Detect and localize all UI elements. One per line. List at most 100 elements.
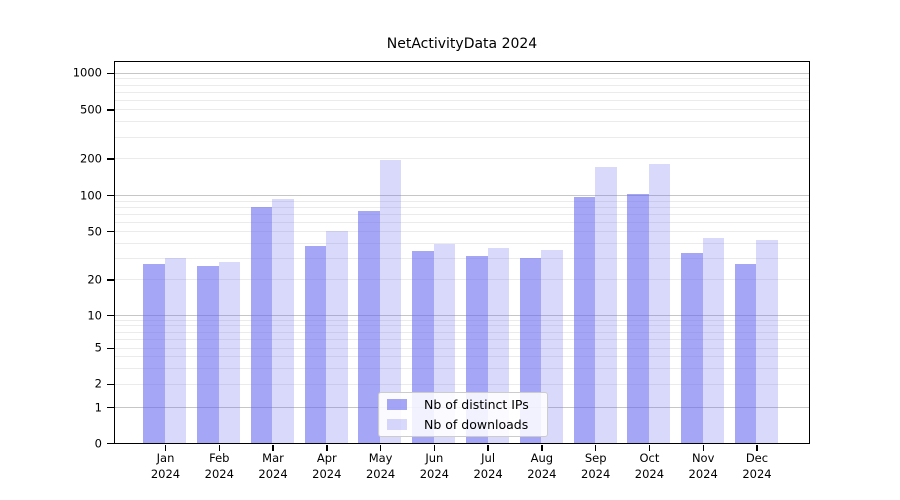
minor-gridline-60 — [115, 221, 809, 223]
y-tick-label-1: 1 — [94, 399, 102, 414]
minor-gridline-600 — [115, 99, 809, 101]
bar-ips-jan — [143, 263, 165, 443]
bar-ips-dec — [734, 263, 757, 443]
bar-ips-may — [358, 210, 380, 443]
x-tick-jun — [433, 444, 436, 451]
x-tick-feb — [218, 444, 220, 451]
x-tick-label-year: 2024 — [634, 467, 665, 481]
x-tick-label-month: Aug — [530, 451, 554, 465]
x-tick-label-year: 2024 — [419, 467, 449, 481]
x-tick-label-may: May 2024 — [349, 450, 413, 482]
major-gridline-1000 — [115, 72, 809, 74]
bar-ips-feb — [197, 265, 219, 443]
minor-gridline-500 — [115, 109, 809, 111]
legend-swatch-downloads — [387, 419, 407, 430]
x-tick-label-year: 2024 — [742, 467, 772, 481]
minor-gridline-9 — [115, 319, 809, 321]
bar-downloads-feb — [218, 261, 241, 443]
minor-gridline-900 — [115, 78, 809, 80]
minor-gridline-80 — [115, 206, 809, 208]
y-tick-500 — [106, 109, 114, 111]
minor-gridline-70 — [115, 213, 809, 215]
legend-label-downloads: Nb of downloads — [424, 417, 529, 432]
bar-ips-mar — [250, 206, 273, 443]
x-tick-label-oct: Oct 2024 — [617, 450, 681, 482]
x-tick-label-year: 2024 — [312, 467, 342, 481]
minor-gridline-30 — [115, 258, 809, 260]
y-tick-label-5: 5 — [94, 340, 102, 355]
x-tick-jul — [487, 444, 489, 451]
bar-downloads-sep — [595, 166, 617, 443]
x-tick-label-aug: Aug 2024 — [510, 450, 574, 482]
x-tick-label-month: Jul — [481, 451, 496, 465]
x-tick-label-month: Oct — [639, 451, 660, 465]
x-tick-label-nov: Nov 2024 — [671, 450, 735, 482]
x-tick-label-month: Nov — [691, 451, 715, 465]
x-tick-sep — [594, 444, 597, 451]
x-tick-label-month: Apr — [316, 451, 337, 465]
y-tick-label-0: 0 — [94, 435, 102, 450]
legend: Nb of distinct IPs Nb of downloads — [378, 392, 548, 437]
bar-downloads-jan — [164, 258, 187, 443]
y-tick-label-50: 50 — [87, 223, 102, 238]
minor-gridline-800 — [115, 84, 809, 86]
y-tick-1 — [106, 406, 114, 409]
x-tick-nov — [702, 444, 704, 451]
legend-row-ips: Nb of distinct IPs — [379, 395, 547, 415]
x-tick-may — [379, 444, 382, 451]
minor-gridline-300 — [115, 136, 809, 138]
x-tick-label-dec: Dec 2024 — [725, 450, 789, 482]
plot-area — [114, 61, 810, 444]
minor-gridline-5 — [115, 347, 809, 349]
x-tick-label-month: Jan — [156, 451, 175, 465]
x-tick-oct — [648, 444, 651, 451]
x-tick-jan — [164, 444, 167, 451]
x-tick-label-year: 2024 — [258, 467, 288, 481]
minor-gridline-3 — [115, 367, 809, 369]
bar-downloads-dec — [756, 240, 778, 443]
x-tick-label-year: 2024 — [473, 467, 503, 481]
x-tick-label-year: 2024 — [527, 467, 557, 481]
bar-ips-apr — [304, 245, 327, 443]
y-tick-label-1000: 1000 — [72, 65, 102, 80]
minor-gridline-7 — [115, 331, 809, 333]
y-tick-label-100: 100 — [80, 187, 102, 202]
x-tick-label-jan: Jan 2024 — [134, 450, 198, 482]
y-tick-label-500: 500 — [80, 102, 102, 117]
x-tick-label-year: 2024 — [204, 467, 234, 481]
x-tick-label-month: Mar — [262, 451, 284, 465]
x-tick-label-year: 2024 — [581, 467, 611, 481]
x-tick-label-apr: Apr 2024 — [295, 450, 359, 482]
y-tick-label-200: 200 — [80, 151, 102, 166]
x-tick-label-jun: Jun 2024 — [402, 450, 466, 482]
x-tick-dec — [756, 444, 758, 451]
chart-title: NetActivityData 2024 — [386, 36, 538, 52]
bar-ips-oct — [627, 194, 649, 443]
y-tick-label-2: 2 — [94, 376, 102, 391]
y-tick-10 — [106, 314, 114, 317]
x-tick-label-month: Feb — [209, 451, 230, 465]
bar-downloads-apr — [326, 231, 348, 443]
minor-gridline-8 — [115, 325, 809, 327]
x-tick-label-month: Jun — [425, 451, 444, 465]
y-tick-200 — [106, 158, 114, 160]
x-tick-label-jul: Jul 2024 — [456, 450, 520, 482]
legend-swatch-ips — [387, 399, 407, 410]
minor-gridline-50 — [115, 231, 809, 233]
bar-downloads-nov — [702, 237, 725, 443]
x-tick-apr — [326, 444, 328, 451]
legend-row-downloads: Nb of downloads — [379, 415, 547, 435]
x-tick-label-year: 2024 — [150, 467, 181, 481]
x-tick-aug — [541, 444, 543, 451]
bar-ips-sep — [573, 197, 596, 443]
y-tick-0 — [106, 442, 114, 445]
bar-downloads-mar — [272, 198, 294, 443]
legend-label-ips: Nb of distinct IPs — [424, 397, 529, 412]
x-tick-label-mar: Mar 2024 — [241, 450, 305, 482]
minor-gridline-200 — [115, 158, 809, 160]
y-tick-2 — [106, 383, 114, 385]
y-tick-50 — [106, 231, 114, 233]
y-tick-20 — [106, 279, 114, 281]
minor-gridline-90 — [115, 200, 809, 202]
